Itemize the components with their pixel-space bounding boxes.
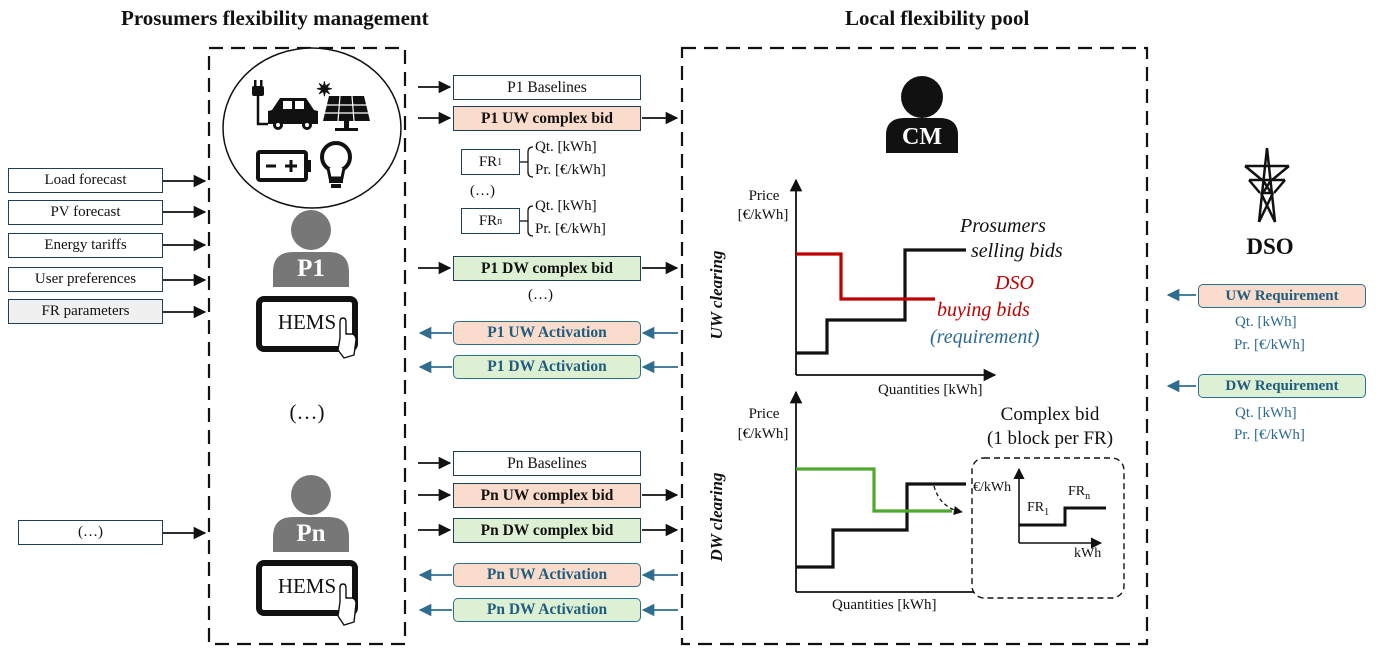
dso-bids-label-3: (requirement) [930, 326, 1040, 348]
inset-frn-sub: n [1085, 490, 1091, 502]
dw-clearing-label-wrap: DW clearing [697, 425, 737, 610]
fr1-subscript: 1 [497, 156, 503, 168]
input-arrows [163, 174, 207, 540]
cm-label: CM [902, 124, 942, 150]
p1-bids-ellipsis: (…) [528, 287, 553, 303]
uw-quantities-label: Quantities [kWh] [878, 382, 983, 398]
complex-bid-pointer [933, 485, 963, 516]
uw-price-label-2: [€/kWh] [737, 207, 789, 223]
dso-bids-label-2: buying bids [937, 299, 1030, 321]
frn-subscript: n [497, 215, 503, 227]
p1-hems-label: HEMS [277, 310, 337, 334]
p1-uw-activation: P1 UW Activation [453, 321, 641, 345]
uw-price-label-1: Price [748, 188, 780, 204]
uw-chart-axes [789, 178, 997, 382]
inset-x-label: kWh [1074, 546, 1102, 561]
frn-label: FR [478, 212, 498, 229]
pn-label: Pn [296, 520, 326, 547]
dw-requirement-pr: Pr. [€/kWh] [1234, 427, 1305, 443]
input-load-forecast: Load forecast [8, 168, 163, 193]
tablet-icon [256, 296, 358, 352]
prosumers-heading: Prosumers flexibility management [121, 6, 429, 30]
ev-charging-icon [252, 80, 318, 130]
p1-dw-complex-bid: P1 DW complex bid [453, 256, 641, 281]
prosumers-bids-label-1: Prosumers [960, 215, 1046, 237]
activation-arrows [418, 288, 1196, 617]
transmission-tower-icon [1244, 147, 1290, 223]
uw-prosumers-selling-bids-curve [796, 248, 966, 355]
p1-fr1-box: FR 1 [461, 149, 520, 175]
dso-label: DSO [1246, 234, 1294, 259]
pn-uw-activation: Pn UW Activation [453, 563, 641, 587]
p1-uw-complex-bid: P1 UW complex bid [453, 106, 641, 131]
uw-clearing-label-wrap: UW clearing [697, 210, 737, 380]
uw-requirement-qt: Qt. [kWh] [1235, 314, 1297, 330]
pn-uw-complex-bid: Pn UW complex bid [453, 483, 641, 508]
input-ellipsis: (…) [18, 520, 163, 545]
svg-text:✷: ✷ [316, 79, 333, 101]
appliances-ellipse [222, 47, 402, 209]
prosumers-bids-label-2: selling bids [971, 240, 1063, 262]
dw-dso-buying-bids-curve [796, 467, 952, 513]
p1-fr-ellipsis: (…) [470, 183, 495, 199]
complex-bid-step-curve [1019, 506, 1106, 527]
p1-baselines: P1 Baselines [453, 75, 641, 100]
dw-prosumers-selling-bids-curve [796, 482, 966, 569]
pool-heading: Local flexibility pool [845, 6, 1030, 30]
p1-frn-pr: Pr. [€/kWh] [535, 221, 606, 237]
battery-icon [256, 150, 311, 182]
solar-panel-icon: ✷ [316, 79, 370, 131]
uw-clearing-label: UW clearing [707, 250, 726, 340]
tablet-icon [256, 560, 358, 616]
input-pv-forecast: PV forecast [8, 200, 163, 225]
p1-fr1-pr: Pr. [€/kWh] [535, 162, 606, 178]
input-fr-parameters: FR parameters [8, 299, 163, 324]
bid-arrows [418, 80, 679, 537]
dw-chart-axes [789, 390, 997, 599]
complex-bid-inset-axes [1013, 467, 1103, 549]
uw-requirement-pr: Pr. [€/kWh] [1234, 337, 1305, 353]
person-icon [273, 475, 349, 552]
dw-clearing-label: DW clearing [707, 472, 726, 562]
hand-pointer-icon [337, 317, 357, 359]
pool-frame [680, 46, 1149, 646]
dw-price-label-2: [€/kWh] [737, 426, 789, 442]
pn-dw-activation: Pn DW Activation [453, 598, 641, 622]
p1-dw-activation: P1 DW Activation [453, 355, 641, 379]
dw-quantities-label: Quantities [kWh] [832, 597, 937, 613]
p1-label: P1 [297, 255, 325, 282]
p1-frn-box: FR n [461, 208, 520, 234]
prosumers-ellipsis: (…) [289, 400, 325, 424]
dw-requirement: DW Requirement [1198, 374, 1366, 398]
complex-bid-title-1: Complex bid [1000, 404, 1100, 425]
inset-frn-label: FRn [1068, 484, 1090, 502]
fr-brackets [520, 146, 534, 237]
inset-frn-text: FR [1068, 484, 1086, 499]
pn-dw-complex-bid: Pn DW complex bid [453, 518, 641, 543]
complex-bid-inset-frame [971, 457, 1125, 599]
fr1-label: FR [478, 153, 498, 170]
dso-bids-label-1: DSO [995, 272, 1034, 294]
person-icon [273, 210, 349, 287]
hand-pointer-icon [337, 583, 357, 626]
input-energy-tariffs: Energy tariffs [8, 233, 163, 258]
uw-requirement: UW Requirement [1198, 284, 1366, 308]
dw-requirement-qt: Qt. [kWh] [1235, 405, 1297, 421]
inset-fr1-label: FR1 [1027, 500, 1049, 518]
inset-fr1-sub: 1 [1044, 506, 1050, 518]
p1-frn-qt: Qt. [kWh] [535, 198, 597, 214]
complex-bid-title-2: (1 block per FR) [986, 428, 1114, 449]
uw-dso-buying-bids-curve [796, 252, 935, 301]
p1-fr1-qt: Qt. [kWh] [535, 139, 597, 155]
person-icon [886, 76, 958, 153]
light-bulb-icon [320, 141, 352, 188]
inset-fr1-text: FR [1027, 500, 1045, 515]
pn-hems-label: HEMS [277, 574, 337, 598]
pn-baselines: Pn Baselines [453, 451, 641, 476]
inset-y-label: €/kWh [973, 480, 1012, 495]
dw-price-label-1: Price [748, 406, 780, 422]
input-user-preferences: User preferences [8, 267, 163, 292]
